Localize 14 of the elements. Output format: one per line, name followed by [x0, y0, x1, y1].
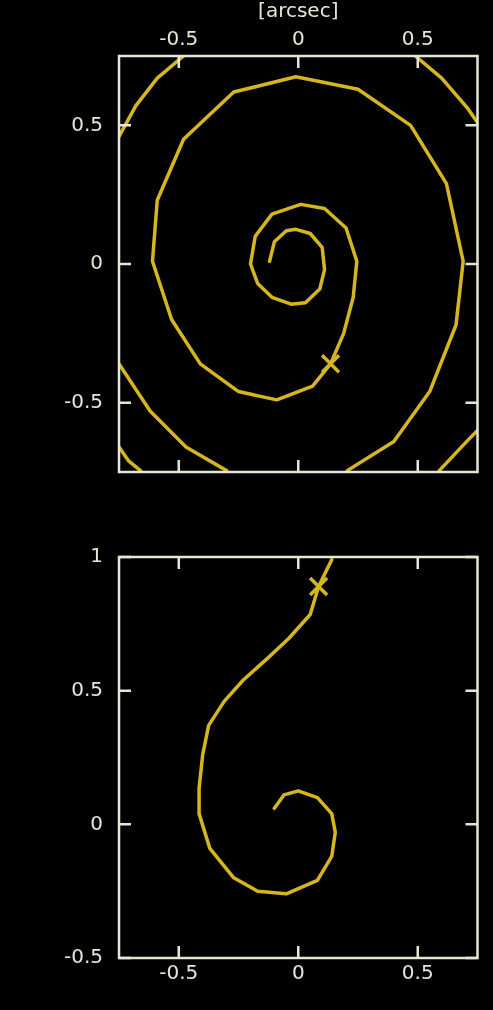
x-tick-label: 0.5 [401, 960, 434, 985]
y-tick-label: 0.5 [71, 676, 104, 701]
x-tick-label: 0 [291, 26, 305, 51]
x-axis-title: [arcsec] [258, 0, 339, 23]
y-tick-label: 0 [90, 810, 104, 835]
x-tick-label: -0.5 [159, 960, 199, 985]
x-tick-label: 0.5 [401, 26, 434, 51]
y-tick-label: -0.5 [63, 944, 104, 969]
y-tick-label: 0.5 [71, 111, 104, 136]
y-tick-label: 1 [90, 543, 104, 568]
x-tick-label: -0.5 [159, 26, 199, 51]
y-tick-label: 0 [90, 250, 104, 275]
y-tick-label: -0.5 [63, 388, 104, 413]
x-tick-label: 0 [291, 960, 305, 985]
